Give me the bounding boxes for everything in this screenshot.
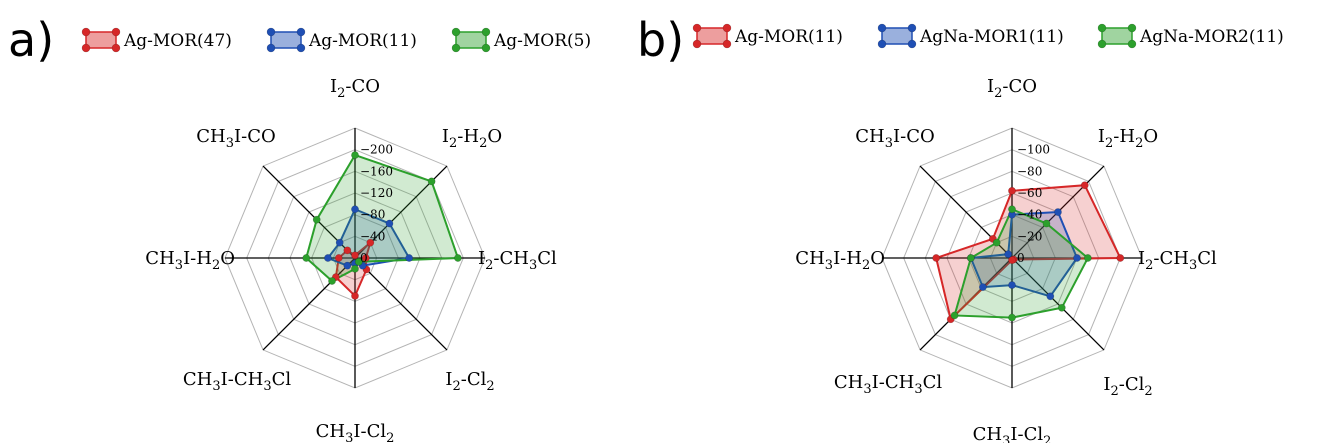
radial-tick-label: −40	[1017, 208, 1042, 222]
legend-label: AgNa-MOR1(11)	[919, 27, 1064, 47]
data-point	[405, 254, 414, 262]
data-point	[351, 292, 359, 300]
axis-label: CH3I-CH3Cl	[183, 369, 291, 394]
axis-label: I2-CH3Cl	[1138, 248, 1217, 273]
data-point	[1057, 303, 1066, 312]
axis-label: CH3I-CH3Cl	[834, 372, 942, 397]
data-point	[950, 311, 959, 320]
data-point	[334, 254, 343, 262]
data-point	[1046, 292, 1055, 301]
radial-tick-label: −80	[1017, 164, 1042, 178]
axis-spoke	[1011, 257, 1105, 351]
data-point	[343, 246, 352, 255]
data-point	[1083, 254, 1092, 262]
data-point	[1008, 186, 1016, 195]
axis-label: CH3I-CO	[196, 126, 276, 151]
data-point	[335, 238, 344, 247]
axis-label: CH3I-CO	[855, 126, 935, 151]
axis-label: I2-Cl2	[1103, 374, 1152, 399]
data-point	[1042, 219, 1051, 228]
data-point	[324, 254, 332, 262]
data-point	[302, 254, 311, 262]
data-point	[1008, 205, 1016, 214]
axis-label: CH3I-H2O	[145, 248, 235, 273]
axis-label: I2-CH3Cl	[478, 248, 557, 273]
axis-spoke	[262, 257, 356, 351]
legend-entry: Ag-MOR(11)	[692, 23, 843, 49]
panel-label: b)	[637, 13, 684, 67]
legend-entry: Ag-MOR(11)	[266, 27, 417, 53]
data-point	[1008, 256, 1016, 265]
axis-label: CH3I-H2O	[795, 248, 885, 273]
axis-label: I2-H2O	[1098, 126, 1158, 151]
axis-label: I2-CO	[330, 76, 380, 101]
panel-label: a)	[8, 13, 54, 67]
data-point	[1054, 208, 1062, 216]
data-point	[1008, 313, 1016, 322]
data-point	[343, 261, 352, 270]
radial-tick-label: −160	[360, 164, 393, 178]
data-point	[1008, 281, 1016, 289]
legend-label: Ag-MOR(11)	[734, 27, 843, 47]
radial-tick-label: −120	[360, 186, 393, 200]
data-point	[1116, 254, 1125, 262]
axis-label: I2-H2O	[442, 126, 502, 151]
radial-tick-label: −80	[360, 208, 385, 222]
data-point	[1080, 181, 1089, 190]
radial-tick-label: −40	[360, 229, 385, 243]
radial-tick-label: −20	[1017, 229, 1042, 243]
radial-tick-label: −100	[1017, 143, 1050, 157]
data-point	[932, 254, 941, 262]
data-point	[312, 215, 321, 224]
radar-panel-2: b) Ag-MOR(11) AgNa-MOR1(11) AgNa-MOR2(11) 0 −…	[637, 13, 1284, 443]
legend-entry: AgNa-MOR1(11)	[877, 23, 1064, 49]
data-point	[351, 205, 359, 214]
legend-entry: AgNa-MOR2(11)	[1097, 23, 1284, 49]
data-point	[1073, 254, 1081, 262]
data-point	[354, 257, 363, 266]
axis-label: I2-CO	[987, 76, 1037, 101]
axis-label: I2-Cl2	[445, 369, 494, 394]
data-point	[992, 238, 1001, 247]
legend-label: Ag-MOR(11)	[308, 31, 417, 51]
data-point	[385, 219, 394, 228]
data-point	[361, 254, 370, 262]
axis-spoke	[354, 257, 448, 351]
axis-label: CH3I-Cl2	[973, 424, 1052, 443]
axis-label: CH3I-Cl2	[316, 421, 395, 443]
data-point	[351, 251, 359, 260]
legend-label: AgNa-MOR2(11)	[1139, 27, 1284, 47]
data-point	[1004, 250, 1013, 259]
data-point	[966, 254, 975, 262]
data-point	[978, 283, 987, 292]
data-point	[454, 254, 462, 262]
radial-tick-label: 0	[1017, 251, 1025, 265]
legend-entry: Ag-MOR(47)	[81, 27, 232, 53]
radial-tick-label: −200	[360, 143, 393, 157]
data-point	[351, 151, 359, 159]
data-point	[427, 177, 436, 186]
legend-label: Ag-MOR(47)	[123, 31, 232, 51]
data-point	[328, 277, 336, 285]
radial-tick-label: −60	[1017, 186, 1042, 200]
legend-entry: Ag-MOR(5)	[451, 27, 591, 53]
data-point	[351, 264, 359, 273]
radial-tick-label: 0	[360, 251, 368, 265]
radar-panel-1: a) Ag-MOR(47) Ag-MOR(11) Ag-MOR(5) 0 −40 −80 −1…	[8, 13, 591, 443]
legend-label: Ag-MOR(5)	[493, 31, 591, 51]
data-point	[366, 238, 375, 247]
